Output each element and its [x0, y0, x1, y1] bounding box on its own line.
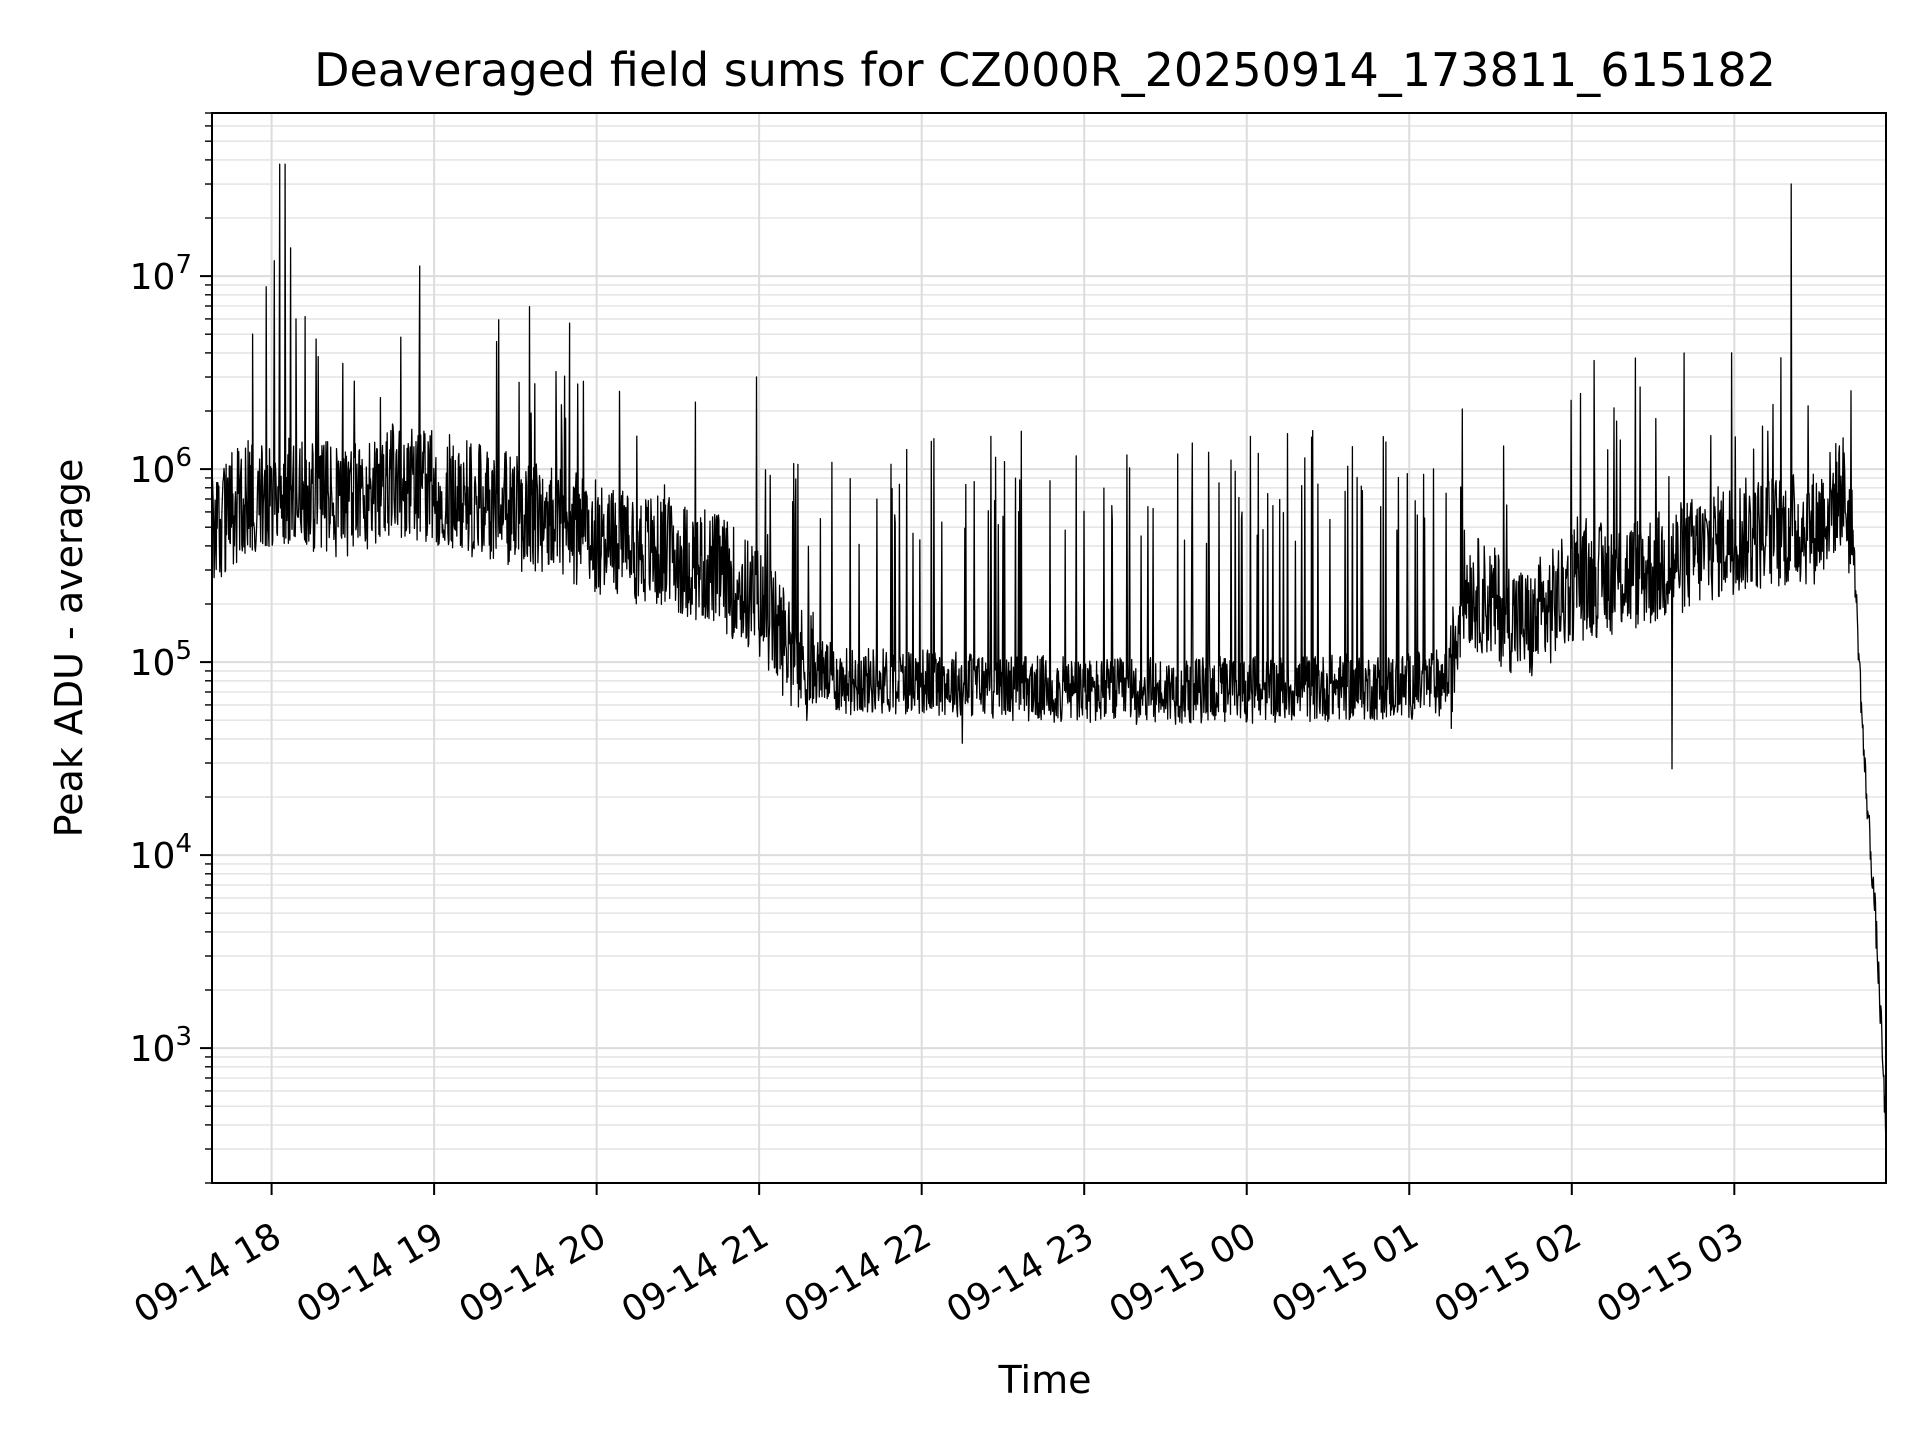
y-tick-label: 105 [130, 636, 192, 684]
y-tick-label: 106 [130, 443, 192, 491]
series-layer [211, 163, 1887, 1145]
grid [212, 112, 1886, 1184]
plot-frame [211, 112, 1887, 1184]
y-axis-label: Peak ADU - average [47, 459, 91, 838]
y-tick-label: 107 [130, 250, 192, 298]
series-line [211, 163, 1887, 1145]
x-axis-label: Time [998, 1358, 1092, 1402]
y-tick-label: 103 [130, 1022, 192, 1070]
y-tick-label: 104 [130, 829, 192, 877]
chart-title: Deaveraged field sums for CZ000R_2025091… [314, 43, 1776, 97]
